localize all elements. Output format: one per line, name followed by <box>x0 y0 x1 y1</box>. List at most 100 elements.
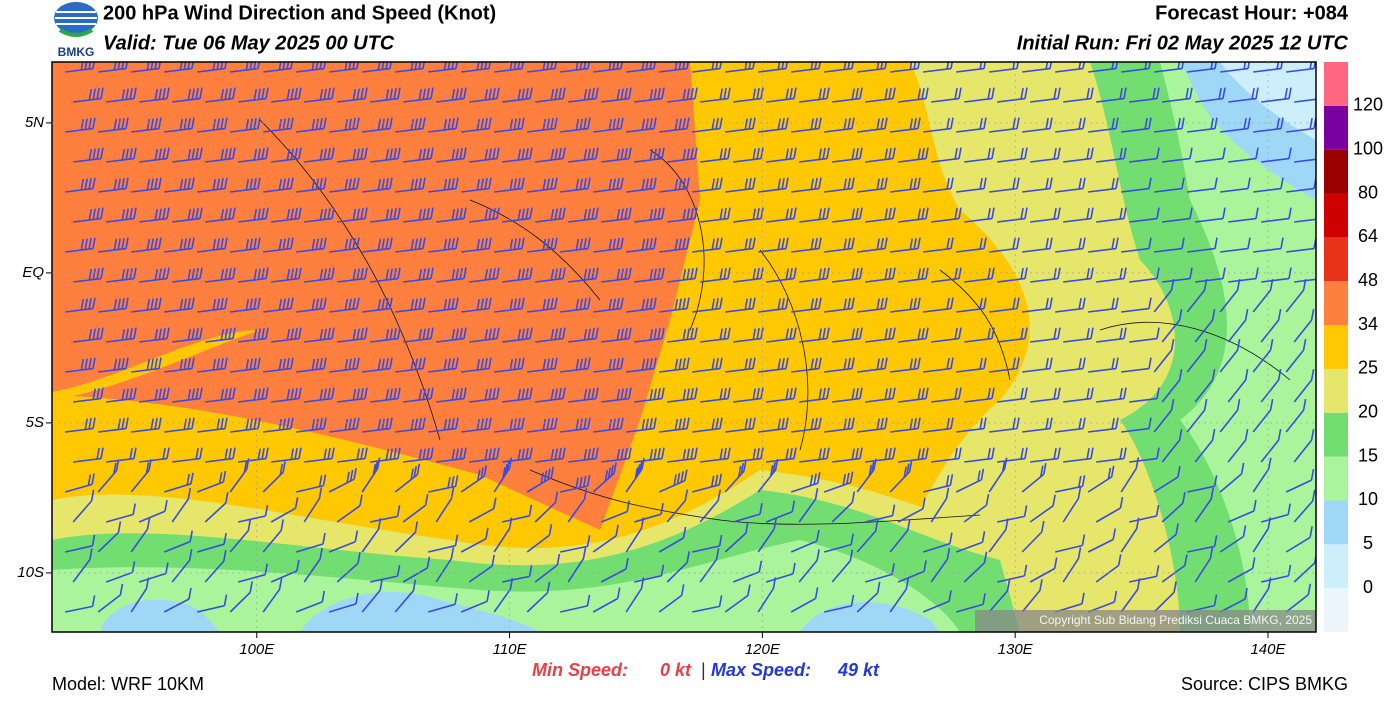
wind-barb <box>692 62 723 73</box>
max-speed-value: 49 kt <box>837 660 880 680</box>
wind-barb <box>1063 207 1094 223</box>
wind-barb <box>295 532 326 553</box>
wind-barb <box>362 357 393 373</box>
wind-barb <box>370 505 401 523</box>
wind-barb <box>468 554 495 583</box>
wind-barb <box>790 529 820 553</box>
wind-barb <box>328 592 359 613</box>
wind-barb <box>964 447 995 463</box>
wind-barb <box>1022 357 1053 373</box>
wind-barb <box>106 207 137 223</box>
wind-barb <box>997 207 1028 223</box>
wind-barb <box>1022 417 1053 433</box>
wind-barb <box>362 62 393 73</box>
wind-barb <box>72 489 95 523</box>
wind-barb <box>1062 487 1082 523</box>
wind-barb <box>1228 207 1259 223</box>
wind-barb <box>989 297 1020 313</box>
wind-barb <box>65 177 96 193</box>
wind-barb <box>1293 368 1315 403</box>
wind-barb <box>601 87 632 103</box>
wind-barb <box>1161 554 1188 583</box>
wind-barb <box>1194 487 1214 523</box>
wind-barb <box>139 207 170 223</box>
wind-barb <box>1030 327 1061 343</box>
wind-barb <box>889 519 911 553</box>
valid-time: Valid: Tue 06 May 2025 00 UTC <box>103 32 395 54</box>
wind-barb <box>1129 387 1160 403</box>
wind-barb <box>428 117 459 133</box>
wind-barb <box>1129 147 1160 163</box>
wind-barb <box>692 117 723 133</box>
wind-barb <box>692 534 723 553</box>
wind-barb <box>65 534 96 553</box>
wind-barb <box>1063 447 1094 463</box>
wind-barb <box>1021 463 1047 493</box>
wind-barb <box>593 177 624 193</box>
wind-barb <box>370 447 401 463</box>
wind-barb <box>890 357 921 373</box>
wind-barb <box>436 87 467 103</box>
wind-barb <box>658 584 685 613</box>
wind-barb <box>568 267 599 283</box>
wind-barb <box>461 297 492 313</box>
wind-barb <box>634 267 665 283</box>
wind-barb <box>106 87 137 103</box>
wind-barb <box>666 551 690 583</box>
wind-barb <box>502 207 533 223</box>
wind-barb <box>370 564 401 583</box>
wind-barb <box>765 562 796 583</box>
wind-barb <box>494 177 525 193</box>
wind-barb <box>567 488 588 523</box>
wind-barb <box>765 500 796 523</box>
wind-barb <box>997 447 1028 463</box>
wind-barb <box>197 62 228 73</box>
copyright-box <box>975 610 1316 632</box>
wind-barb <box>493 517 513 553</box>
wind-barb <box>1220 62 1251 73</box>
model: Model: WRF 10KM <box>52 674 204 694</box>
wind-barb <box>238 207 269 223</box>
speed-field <box>100 591 940 632</box>
wind-barb <box>460 590 490 613</box>
map: Copyright Sub Bidang Prediksi Cuaca BMKG… <box>52 62 1316 632</box>
wind-barb <box>73 207 104 223</box>
wind-barb <box>955 593 986 613</box>
wind-barb <box>328 468 357 493</box>
wind-barb <box>923 297 954 313</box>
wind-barb <box>535 327 566 343</box>
wind-barb <box>164 417 195 433</box>
wind-barb <box>692 177 723 193</box>
wind-barb <box>230 117 261 133</box>
wind-barb <box>766 147 797 163</box>
wind-barb <box>361 457 381 493</box>
wind-barb <box>1021 520 1045 553</box>
wind-barb <box>237 563 268 583</box>
wind-barb <box>1022 237 1053 253</box>
wind-barb <box>1088 417 1119 433</box>
wind-barb <box>890 62 921 73</box>
wind-barb <box>362 237 393 253</box>
source: Source: CIPS BMKG <box>1181 674 1348 694</box>
wind-barb <box>1219 587 1248 613</box>
wind-barb <box>1260 503 1291 523</box>
wind-barb <box>1187 177 1218 193</box>
wind-barb <box>766 387 797 403</box>
wind-barb <box>922 532 953 553</box>
wind-barb <box>436 447 467 463</box>
wind-barb <box>601 207 632 223</box>
wind-barb <box>601 387 632 403</box>
wind-barb <box>402 556 431 583</box>
wind-barb <box>130 577 150 613</box>
wind-barb <box>164 177 195 193</box>
wind-barb <box>139 387 170 403</box>
wind-barb <box>930 487 950 523</box>
wind-barb <box>230 237 261 253</box>
wind-barb <box>956 62 987 73</box>
wind-barb <box>461 357 492 373</box>
coastline <box>259 119 1291 525</box>
wind-barb <box>461 177 492 193</box>
wind-barb <box>824 177 855 193</box>
wind-barb <box>626 62 657 73</box>
wind-barb <box>634 564 665 583</box>
